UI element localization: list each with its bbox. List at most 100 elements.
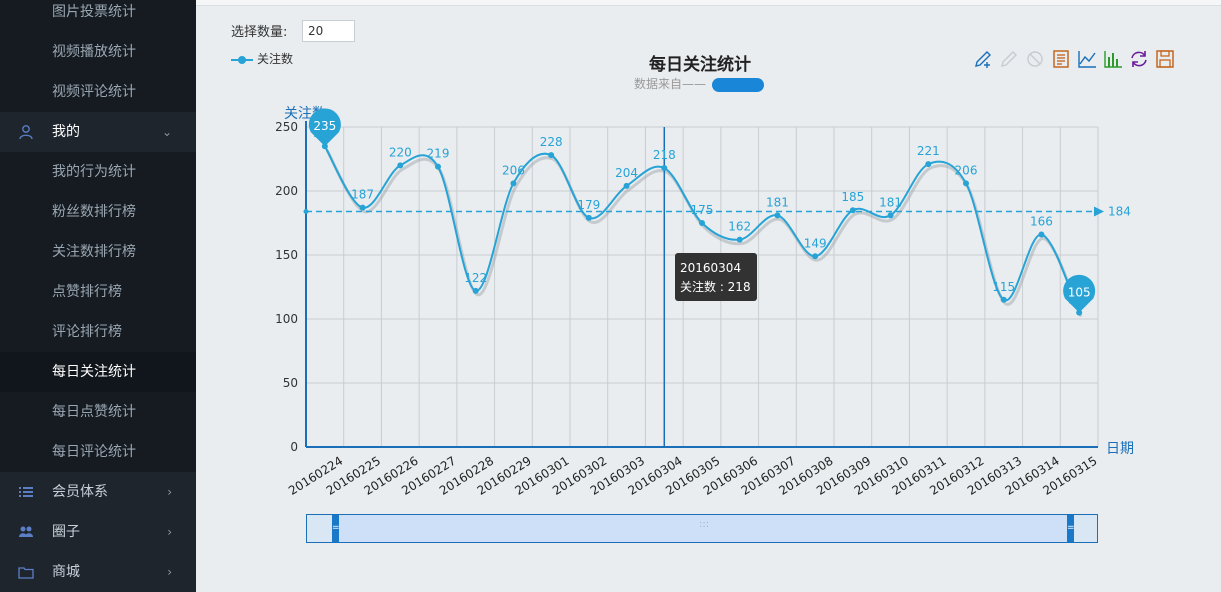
data-label: 220 [389,145,412,159]
pencil-plus-icon[interactable] [972,48,994,70]
sidebar-group-circle[interactable]: 圈子 › [0,512,196,552]
sidebar-item-daily-like-stats[interactable]: 每日点赞统计 [0,392,196,432]
sidebar-group-label: 圈子 [52,524,80,540]
data-label: 218 [653,148,676,162]
users-icon [19,526,33,537]
bar-chart-icon[interactable] [1102,48,1124,70]
y-tick-label: 150 [275,248,298,262]
data-point [887,212,894,219]
sidebar-item-video-play-stats[interactable]: 视频播放统计 [0,32,196,72]
chevron-right-icon: › [167,565,172,579]
sidebar-group-mine[interactable]: 我的 ⌄ [0,112,196,152]
sidebar-item-video-comment-stats[interactable]: 视频评论统计 [0,72,196,112]
data-point [1000,296,1007,303]
data-label: 219 [427,147,450,161]
data-point [963,180,969,187]
data-label: 162 [728,220,751,234]
y-tick-label: 0 [290,440,298,454]
data-label: 181 [766,195,789,209]
markline-label: 184 [1108,204,1131,218]
sidebar-item-my-behavior-stats[interactable]: 我的行为统计 [0,152,196,192]
data-point [736,236,743,243]
data-point [699,220,705,226]
data-point [435,163,441,170]
sidebar-item-comment-ranking[interactable]: 评论排行榜 [0,312,196,352]
sidebar-group-mall[interactable]: 商城 › [0,552,196,592]
data-point [774,212,781,219]
data-point [812,253,819,260]
sidebar-item-daily-comment-stats[interactable]: 每日评论统计 [0,432,196,472]
refresh-icon[interactable] [1128,48,1150,70]
datazoom-grip-icon: ::: [699,519,710,530]
data-point [661,164,668,171]
markpoint-label: 105 [1068,286,1091,300]
count-label: 选择数量: [231,25,288,40]
folder-icon [18,567,34,579]
y-tick-label: 100 [275,312,298,326]
data-label: 149 [804,236,827,250]
markpoint-pin [1063,274,1096,313]
sidebar-item-label: 点赞排行榜 [52,284,122,300]
y-tick-label: 200 [275,184,298,198]
markpoint-label: 235 [313,119,336,133]
chart-subtitle: 数据来自—— [633,77,706,91]
data-label: 122 [464,271,487,285]
pencil-icon[interactable] [998,48,1020,70]
datazoom-range [339,515,1067,542]
chevron-right-icon: › [167,525,172,539]
chevron-right-icon: › [167,485,172,499]
data-point [925,161,932,168]
sidebar-item-label: 每日评论统计 [52,444,136,460]
user-icon [19,125,33,140]
sidebar-item-label: 粉丝数排行榜 [52,204,136,220]
chart-marks: 184 235 187 220 219 122 206 228 179 204 218 175 162 1… [303,108,1131,447]
line-chart: 050100150200250关注数日期20160224201602252016… [275,106,1134,498]
legend-series-label: 关注数 [257,52,294,66]
tooltip-date: 20160304 [680,261,742,275]
data-label: 206 [502,163,525,177]
data-view-icon[interactable] [1050,48,1072,70]
data-point [849,207,856,214]
sidebar-group-membership[interactable]: 会员体系 › [0,472,196,512]
data-point [1038,231,1045,238]
y-tick-label: 50 [283,376,298,390]
chart-title: 每日关注统计 [649,55,751,75]
sidebar-item-fans-ranking[interactable]: 粉丝数排行榜 [0,192,196,232]
sidebar-item-image-vote-stats[interactable]: 图片投票统计 [0,0,196,32]
sidebar-group-label: 会员体系 [52,484,108,500]
data-label: 204 [615,166,638,180]
data-label: 179 [577,198,600,212]
tooltip-value: 关注数 : 218 [680,280,751,294]
data-label: 228 [540,135,563,149]
sidebar-item-daily-follow-stats[interactable]: 每日关注统计 [0,352,196,392]
y-tick-label: 250 [275,120,298,134]
data-label: 185 [841,190,864,204]
datazoom-right-handle[interactable]: = [1067,515,1075,542]
x-axis-title: 日期 [1106,441,1134,457]
markpoint-pin [308,108,341,147]
datazoom-left-handle[interactable]: = [332,515,340,542]
data-point [510,180,517,187]
sidebar-item-like-ranking[interactable]: 点赞排行榜 [0,272,196,312]
top-divider [196,0,1221,6]
sidebar-item-follow-ranking[interactable]: 关注数排行榜 [0,232,196,272]
sidebar-item-label: 关注数排行榜 [52,244,136,260]
trash-icon[interactable] [1024,48,1046,70]
data-label: 187 [351,188,374,202]
redaction-mark [712,78,764,92]
data-point [623,182,630,189]
sidebar-item-label: 视频评论统计 [52,84,136,100]
markline-start [303,208,309,214]
line-chart-icon[interactable] [1076,48,1098,70]
data-point [548,152,555,159]
sidebar-item-label: 图片投票统计 [52,4,136,20]
data-label: 206 [955,163,978,177]
sidebar-group-label: 商城 [52,564,80,580]
data-label: 175 [691,203,714,217]
data-label: 181 [879,195,902,209]
count-input[interactable] [302,20,355,42]
chart-legend[interactable]: 关注数 [231,50,293,67]
save-icon[interactable] [1154,48,1176,70]
legend-line-icon [231,55,253,65]
datazoom-slider[interactable]: = = ::: [306,514,1098,543]
